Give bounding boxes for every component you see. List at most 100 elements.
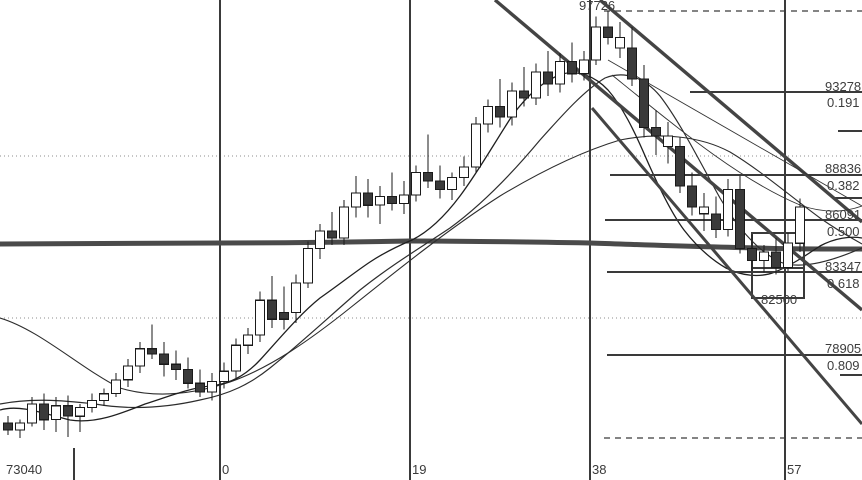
fan-line-1 (607, 59, 862, 207)
candle-body-up (110, 379, 122, 395)
candle-body-up (314, 230, 326, 249)
candle-body-up (578, 59, 590, 75)
candlestick (26, 397, 38, 427)
candle-body-up (254, 299, 266, 336)
candlestick (662, 122, 674, 164)
fib-price-0382: 88836 (825, 161, 862, 176)
candlestick (530, 63, 542, 105)
candlestick (14, 419, 26, 438)
xtick-label-57: 57 (787, 462, 802, 477)
candle-body-down (710, 213, 722, 230)
candle-body-up (722, 189, 734, 230)
candlestick (626, 27, 638, 86)
candle-body-up (446, 176, 458, 191)
candlestick (398, 181, 410, 214)
candlestick (170, 350, 182, 380)
xtick-label-19: 19 (412, 462, 427, 477)
candlestick (338, 200, 350, 245)
candle-body-up (98, 393, 110, 402)
candlestick (50, 397, 62, 432)
candlestick (278, 286, 290, 330)
candlestick (350, 175, 362, 218)
candle-body-up (458, 166, 470, 179)
candlestick (590, 16, 602, 66)
candle-body-up (794, 206, 806, 244)
candlestick (134, 341, 146, 373)
candlestick (746, 234, 758, 271)
candle-body-down (38, 403, 50, 421)
candle-body-up (26, 403, 38, 424)
candlestick (446, 172, 458, 200)
candle-body-up (14, 422, 26, 431)
candlestick (206, 373, 218, 401)
candlestick (194, 369, 206, 398)
candlestick (146, 324, 158, 360)
candle-body-up (554, 61, 566, 85)
candlestick (98, 388, 110, 406)
candlestick (614, 21, 626, 59)
candle-body-up (482, 106, 494, 125)
candle-body-down (2, 422, 14, 431)
candlestick (782, 232, 794, 271)
downtrend-inner-line (598, 0, 862, 224)
candle-body-down (674, 145, 686, 187)
candlestick (362, 179, 374, 218)
candlestick (710, 196, 722, 238)
fan-lines (607, 59, 862, 212)
candle-body-up (50, 405, 62, 421)
ma-medium (0, 74, 862, 409)
candlestick (578, 51, 590, 81)
candlestick (122, 359, 134, 387)
candlestick (422, 134, 434, 188)
candlestick (470, 117, 482, 173)
candlestick (2, 416, 14, 436)
candle-body-down (626, 47, 638, 80)
candle-body-down (566, 61, 578, 75)
candle-body-up (398, 194, 410, 204)
candlestick (494, 78, 506, 128)
fan-line-2 (611, 74, 862, 212)
xtick-label-38: 38 (592, 462, 607, 477)
candle-body-up (302, 247, 314, 284)
candlestick (242, 328, 254, 354)
candle-body-up (86, 400, 98, 409)
candlestick (158, 341, 170, 377)
candle-body-up (338, 206, 350, 239)
candle-body-up (698, 206, 710, 215)
candle-body-up (242, 334, 254, 346)
candlestick (386, 172, 398, 211)
candle-body-up (782, 242, 794, 268)
fib-ratio-0500: 0.500 (827, 224, 860, 239)
candle-body-down (422, 171, 434, 182)
candle-body-up (230, 344, 242, 372)
ma-medium-path (0, 74, 862, 409)
fib-price-0618: 83347 (825, 259, 862, 274)
candle-body-down (686, 185, 698, 208)
candle-body-down (494, 106, 506, 118)
candlestick (554, 53, 566, 93)
fib-ratio-0191: 0.191 (827, 95, 860, 110)
candle-body-up (470, 123, 482, 168)
candlestick (374, 186, 386, 225)
candle-body-down (386, 195, 398, 204)
box-low-label: 82500 (761, 292, 798, 307)
candle-body-down (326, 230, 338, 239)
candle-body-down (746, 247, 758, 262)
candle-body-up (206, 381, 218, 393)
candlestick (674, 137, 686, 194)
candle-body-down (278, 311, 290, 320)
fib-price-0191: 93278 (825, 79, 862, 94)
candlestick (542, 51, 554, 97)
candle-body-down (518, 90, 530, 99)
candle-body-up (134, 348, 146, 367)
candle-body-down (434, 180, 446, 191)
fib-ratio-0618: 0.618 (827, 276, 860, 291)
swing-low-label: 73040 (6, 462, 43, 477)
candlestick (62, 395, 74, 437)
candlestick (518, 66, 530, 107)
candlestick-series (2, 11, 806, 438)
candlestick (770, 238, 782, 275)
candlestick (254, 291, 266, 342)
candle-body-up (662, 135, 674, 147)
